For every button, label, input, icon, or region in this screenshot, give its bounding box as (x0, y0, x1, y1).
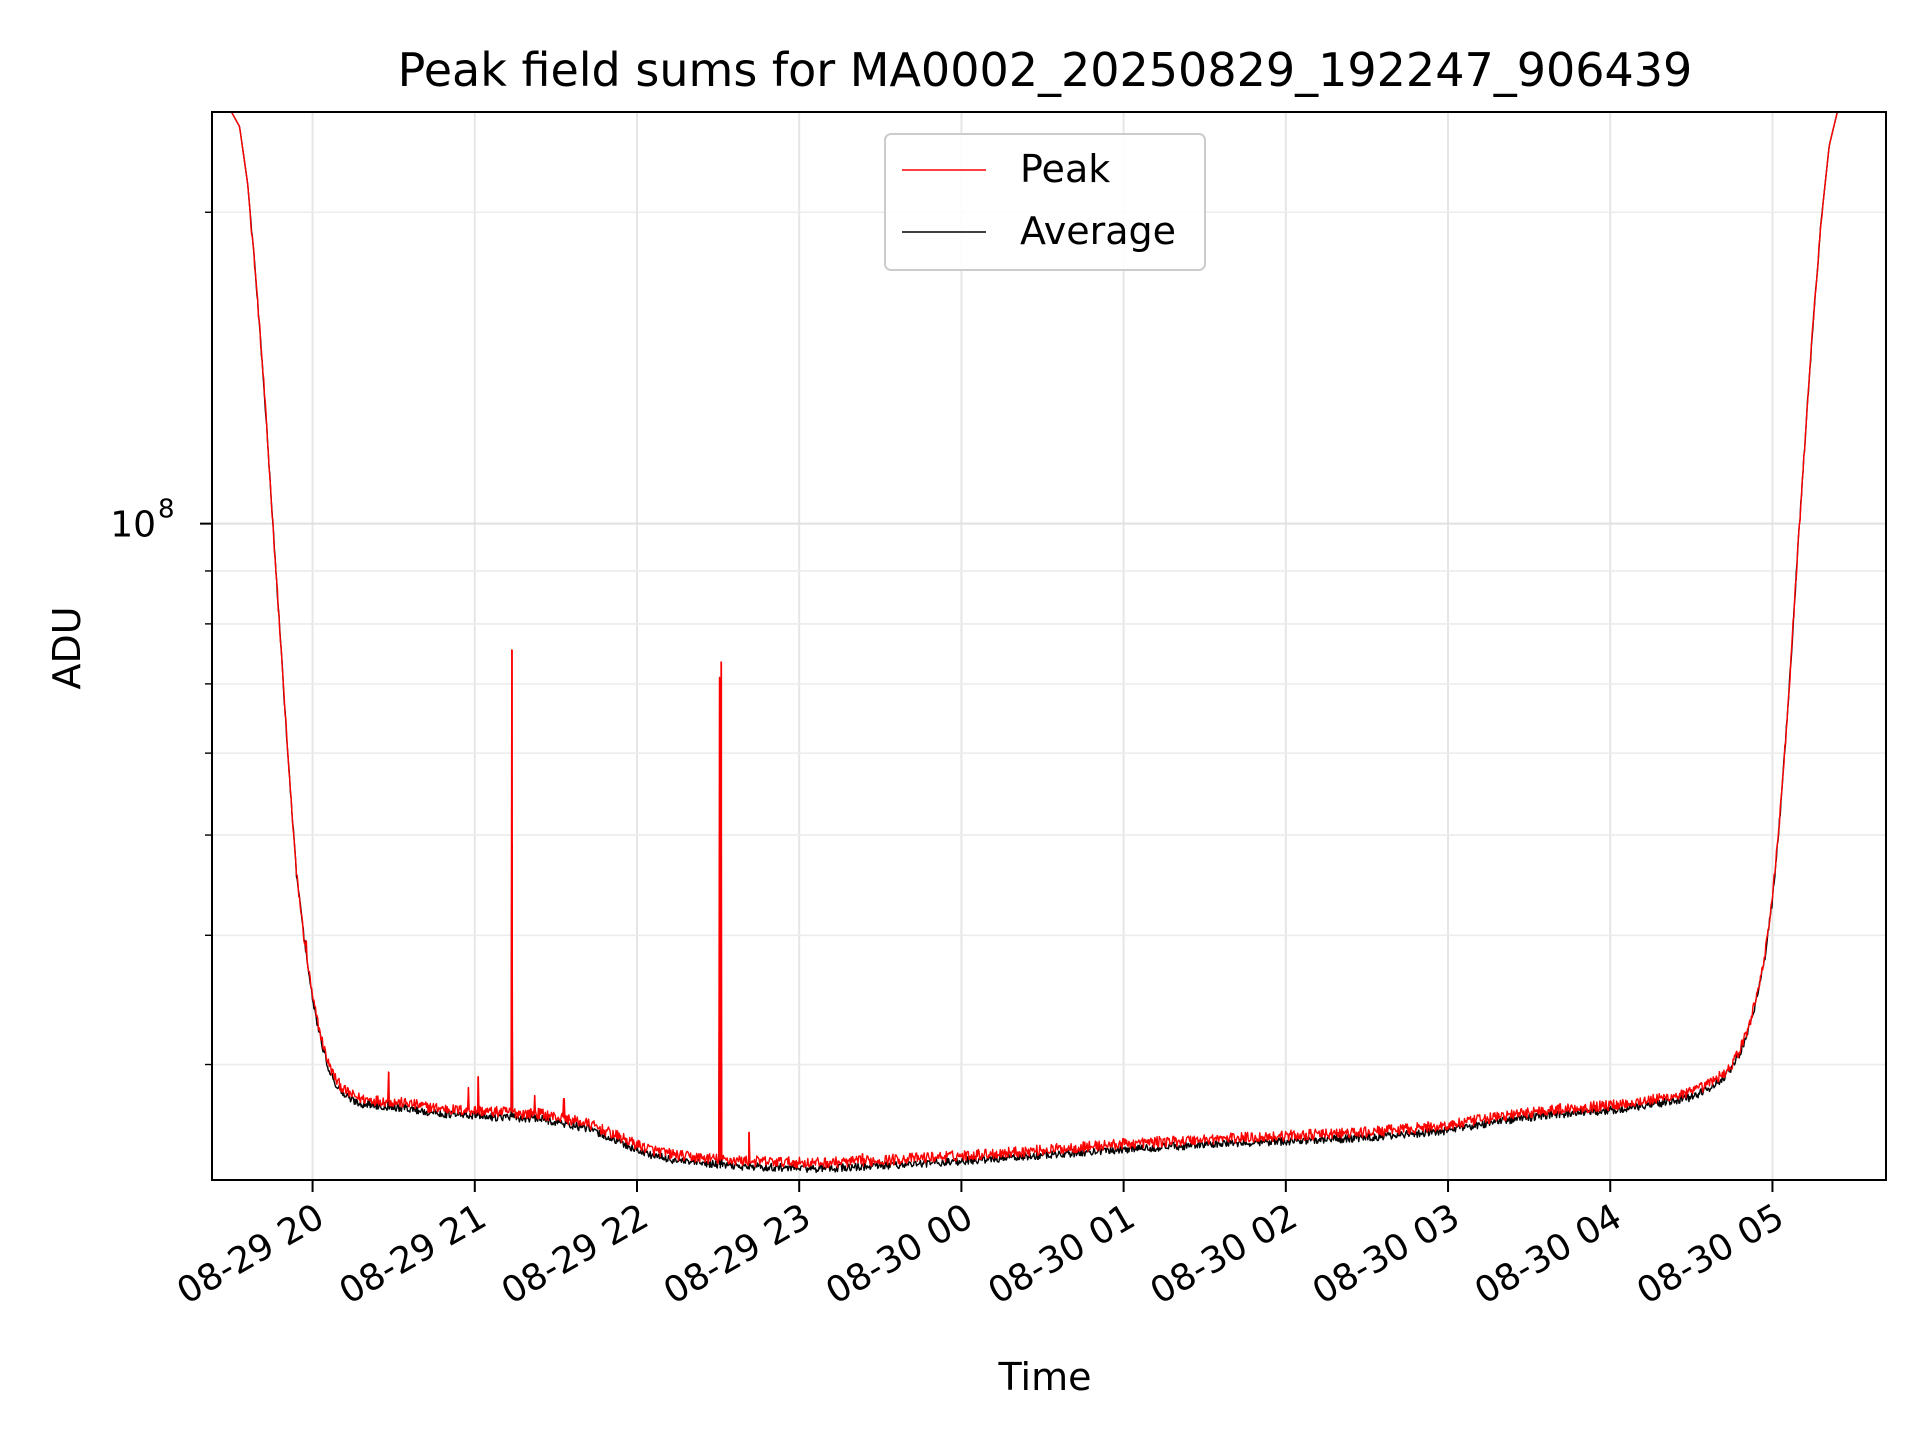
y-tick-label-exponent: 8 (158, 495, 175, 525)
legend-average-label: Average (1020, 209, 1176, 253)
plot-frame (211, 111, 1887, 1181)
legend-peak-label: Peak (1020, 147, 1110, 191)
chart-title: Peak field sums for MA0002_20250829_1922… (398, 43, 1693, 97)
y-axis: 10 8 (110, 211, 212, 1066)
series-layer (212, 112, 1886, 1174)
grid (212, 112, 1886, 1180)
legend: Peak Average (884, 133, 1206, 271)
x-axis-label: Time (998, 1355, 1092, 1399)
series-line-peak (212, 112, 1886, 1169)
y-axis-label: ADU (45, 606, 89, 689)
y-tick-label: 10 (110, 505, 156, 546)
legend-box (884, 133, 1206, 271)
series-line-average (212, 112, 1886, 1174)
